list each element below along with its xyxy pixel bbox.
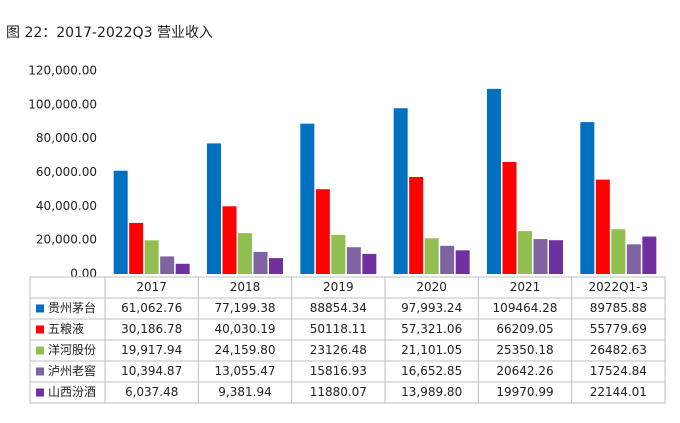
table-cell: 24,159.80 — [214, 343, 275, 357]
bar — [207, 143, 221, 274]
table-cell: 13,989.80 — [401, 385, 462, 399]
table-cell: 19,917.94 — [121, 343, 182, 357]
x-tick-label: 2020 — [416, 280, 447, 294]
bar — [238, 233, 252, 274]
bar — [144, 240, 159, 274]
legend-label: 山西汾酒 — [48, 385, 96, 399]
bar — [518, 231, 532, 274]
table-cell: 61,062.76 — [121, 301, 182, 315]
table-cell: 109464.28 — [493, 301, 558, 315]
y-tick-label: 40,000.00 — [36, 199, 97, 213]
x-tick-label: 2021 — [510, 280, 541, 294]
bar — [362, 253, 377, 274]
bar — [424, 238, 439, 274]
table-cell: 19970.99 — [496, 385, 553, 399]
table-cell: 13,055.47 — [214, 364, 275, 378]
y-tick-label: 20,000.00 — [36, 233, 97, 247]
bar — [455, 250, 470, 274]
legend-label: 洋河股份 — [48, 342, 96, 357]
legend-label: 贵州茅台 — [48, 300, 96, 315]
bar — [222, 206, 237, 274]
x-tick-label: 2019 — [323, 280, 354, 294]
y-tick-label: 80,000.00 — [36, 131, 97, 145]
x-tick-label: 2022Q1-3 — [589, 280, 649, 294]
table-cell: 11880.07 — [310, 385, 367, 399]
table-cell: 66209.05 — [496, 322, 553, 336]
bar — [440, 245, 455, 274]
bar — [129, 222, 144, 274]
chart-title: 图 22：2017-2022Q3 营业收入 — [6, 25, 213, 41]
y-tick-label: 0.00 — [70, 267, 97, 281]
bar — [533, 239, 548, 274]
table-cell: 10,394.87 — [121, 364, 182, 378]
table-cell: 20642.26 — [496, 364, 553, 378]
table-cell: 15816.93 — [310, 364, 367, 378]
table-cell: 26482.63 — [590, 343, 647, 357]
bar — [595, 179, 610, 274]
table-cell: 17524.84 — [590, 364, 647, 378]
table-cell: 40,030.19 — [214, 322, 275, 336]
bar — [626, 244, 641, 274]
x-tick-label: 2017 — [136, 280, 167, 294]
table-cell: 55779.69 — [590, 322, 647, 336]
table-cell: 77,199.38 — [214, 301, 275, 315]
y-tick-label: 60,000.00 — [36, 165, 97, 179]
table-cell: 57,321.06 — [401, 322, 462, 336]
table-cell: 30,186.78 — [121, 322, 182, 336]
bar — [393, 108, 408, 274]
legend-swatch — [36, 304, 44, 313]
table-cell: 25350.18 — [496, 343, 553, 357]
table-cell: 97,993.24 — [401, 301, 462, 315]
bar — [502, 161, 517, 274]
legend-swatch — [36, 325, 44, 334]
bar — [580, 122, 595, 275]
y-tick-label: 120,000.00 — [28, 64, 97, 78]
bar — [331, 234, 346, 274]
table-cell: 6,037.48 — [125, 385, 178, 399]
bar — [611, 229, 626, 274]
legend-label: 泸州老窖 — [48, 363, 96, 378]
legend-label: 五粮液 — [48, 321, 84, 336]
table-cell: 89785.88 — [590, 301, 647, 315]
bar — [642, 236, 657, 274]
y-tick-label: 100,000.00 — [28, 97, 97, 111]
x-tick-label: 2018 — [230, 280, 261, 294]
table-cell: 50118.11 — [310, 322, 367, 336]
table-cell: 21,101.05 — [401, 343, 462, 357]
table-cell: 88854.34 — [310, 301, 367, 315]
bar — [346, 247, 361, 274]
table-cell: 23126.48 — [310, 343, 367, 357]
bar — [113, 170, 128, 274]
legend-swatch — [36, 388, 44, 397]
bar — [175, 263, 190, 274]
bar — [315, 189, 330, 274]
bar — [253, 251, 268, 274]
bar — [409, 177, 424, 274]
table-cell: 9,381.94 — [218, 385, 271, 399]
bar — [269, 258, 283, 274]
table-cell: 16,652.85 — [401, 364, 462, 378]
legend-swatch — [36, 367, 44, 376]
bar — [160, 256, 175, 274]
legend-swatch — [36, 346, 44, 355]
bar — [549, 240, 563, 274]
bar — [300, 123, 315, 274]
bar — [487, 88, 501, 274]
table-cell: 22144.01 — [590, 385, 647, 399]
